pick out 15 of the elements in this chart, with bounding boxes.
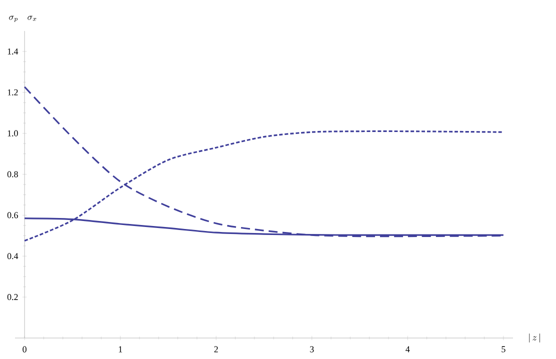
y-tick-label: 0.6 [7,212,18,218]
x-tick-label: 0 [22,346,26,352]
y-tick-label: 0.4 [7,253,18,260]
x-tick-label: 5 [502,346,506,352]
y-tick-label: 1.2 [8,89,18,96]
y-tick-label: 0.2 [7,294,18,300]
y-tick-label: 1.4 [8,48,18,54]
x-axis-title: $|\, z \,|$ [529,334,540,342]
y-tick-label: 1.0 [8,130,18,136]
x-tick-label: 4 [406,346,410,352]
x-tick-label: 2 [214,346,218,352]
y-tick-label: 0.8 [7,171,18,178]
y-axis-title: $\sigma_p \quad \sigma_x$ [9,16,36,22]
x-tick-label: 1 [118,346,122,352]
x-tick-label: 3 [310,346,314,352]
